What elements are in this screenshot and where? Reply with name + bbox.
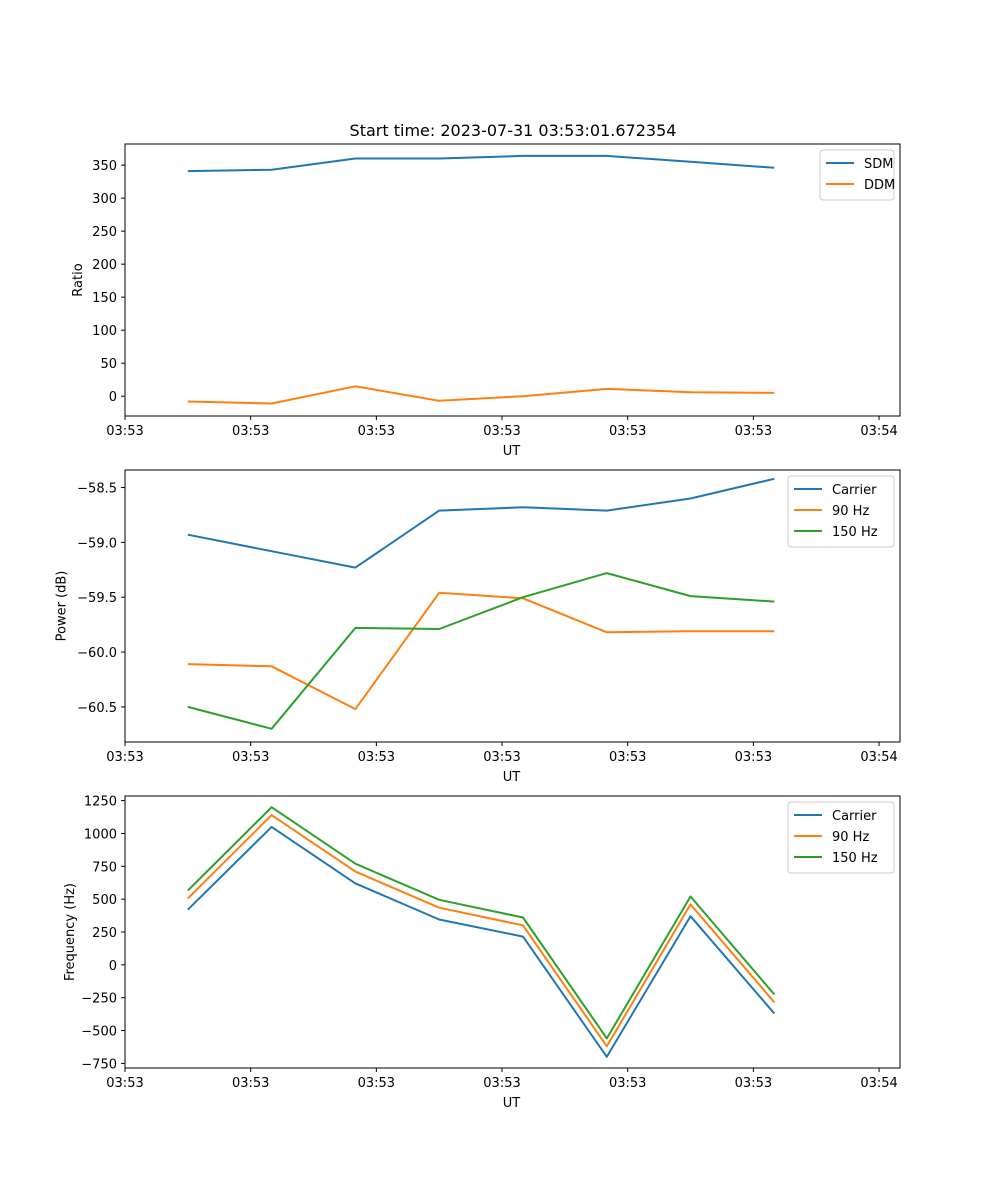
x-tick-label: 03:53: [609, 424, 646, 439]
y-tick-label: 200: [92, 258, 117, 273]
y-tick-label: 0: [109, 390, 117, 405]
plot-frame: [124, 143, 901, 417]
legend-label: 150 Hz: [832, 851, 878, 866]
x-tick-label: 03:53: [735, 1076, 772, 1091]
x-tick-label: 03:53: [483, 424, 520, 439]
y-tick-label: −59.5: [77, 591, 117, 606]
x-tick-label: 03:53: [106, 424, 143, 439]
x-axis-label: UT: [503, 770, 521, 785]
y-axis-label: Power (dB): [55, 571, 70, 642]
subplot-2: 03:53 03:53 03:53 03:53 03:53 03:53 03:54 −60.5…: [55, 469, 901, 785]
y-tick-label: 100: [92, 324, 117, 339]
y-axis-label: Ratio: [71, 263, 86, 296]
y-tick-label: 750: [92, 860, 117, 875]
y-tick-label: 1000: [84, 827, 117, 842]
x-tick-label: 03:53: [232, 424, 269, 439]
legend: Carrier 90 Hz 150 Hz: [787, 801, 895, 874]
y-tick-label: −250: [81, 992, 117, 1007]
series-line-ddm: [187, 385, 775, 405]
x-tick-label: 03:53: [358, 424, 395, 439]
legend: Carrier 90 Hz 150 Hz: [787, 475, 895, 548]
x-tick-label: 03:53: [735, 750, 772, 765]
x-tick-label: 03:54: [860, 1076, 897, 1091]
y-tick-label: 0: [109, 959, 117, 974]
x-tick-label: 03:53: [609, 750, 646, 765]
y-tick-label: 1250: [84, 795, 117, 810]
x-tick-label: 03:53: [358, 750, 395, 765]
legend-label: Carrier: [832, 809, 877, 824]
figure-title: Start time: 2023-07-31 03:53:01.672354: [350, 121, 677, 140]
legend: SDM DDM: [819, 149, 895, 201]
subplot-3: 03:53 03:53 03:53 03:53 03:53 03:53 03:54 −750 −…: [63, 795, 901, 1111]
y-tick-label: −750: [81, 1057, 117, 1072]
y-tick-label: −58.5: [77, 482, 117, 497]
y-tick-label: 50: [100, 357, 117, 372]
series-line-sdm: [187, 154, 775, 173]
x-tick-label: 03:53: [483, 750, 520, 765]
x-tick-label: 03:53: [483, 1076, 520, 1091]
x-tick-label: 03:54: [860, 424, 897, 439]
legend-box: [787, 475, 895, 548]
series-line-150-hz: [187, 806, 776, 1040]
y-tick-label: −59.0: [77, 536, 117, 551]
x-axis-label: UT: [503, 1096, 521, 1111]
legend-label: Carrier: [832, 483, 877, 498]
y-tick-label: −60.0: [77, 646, 117, 661]
x-axis-label: UT: [503, 444, 521, 459]
x-tick-label: 03:53: [735, 424, 772, 439]
subplot-1: 03:53 03:53 03:53 03:53 03:53 03:53 03:54 0 50 10…: [71, 143, 901, 459]
x-tick-label: 03:53: [106, 750, 143, 765]
x-tick-label: 03:53: [106, 1076, 143, 1091]
legend-label: 90 Hz: [832, 830, 869, 845]
legend-label: 90 Hz: [832, 504, 869, 519]
y-tick-label: 500: [92, 893, 117, 908]
series-line-90-hz: [187, 814, 776, 1048]
x-tick-label: 03:53: [358, 1076, 395, 1091]
series-line-carrier: [187, 825, 776, 1058]
y-tick-label: 350: [92, 159, 117, 174]
x-tick-label: 03:53: [232, 750, 269, 765]
y-tick-label: 300: [92, 192, 117, 207]
series-line-150-hz: [187, 572, 775, 730]
plot-frame: [124, 469, 901, 743]
series-line-carrier: [187, 477, 775, 569]
x-tick-label: 03:53: [232, 1076, 269, 1091]
y-tick-label: −60.5: [77, 701, 117, 716]
legend-label: 150 Hz: [832, 525, 878, 540]
y-tick-label: 250: [92, 926, 117, 941]
y-tick-label: −500: [81, 1025, 117, 1040]
y-axis-label: Frequency (Hz): [63, 883, 78, 981]
legend-label: SDM: [864, 157, 893, 172]
x-tick-label: 03:53: [609, 1076, 646, 1091]
legend-box: [787, 801, 895, 874]
series-line-90-hz: [187, 591, 775, 711]
y-tick-label: 250: [92, 225, 117, 240]
legend-label: DDM: [864, 178, 895, 193]
x-tick-label: 03:54: [860, 750, 897, 765]
y-tick-label: 150: [92, 291, 117, 306]
